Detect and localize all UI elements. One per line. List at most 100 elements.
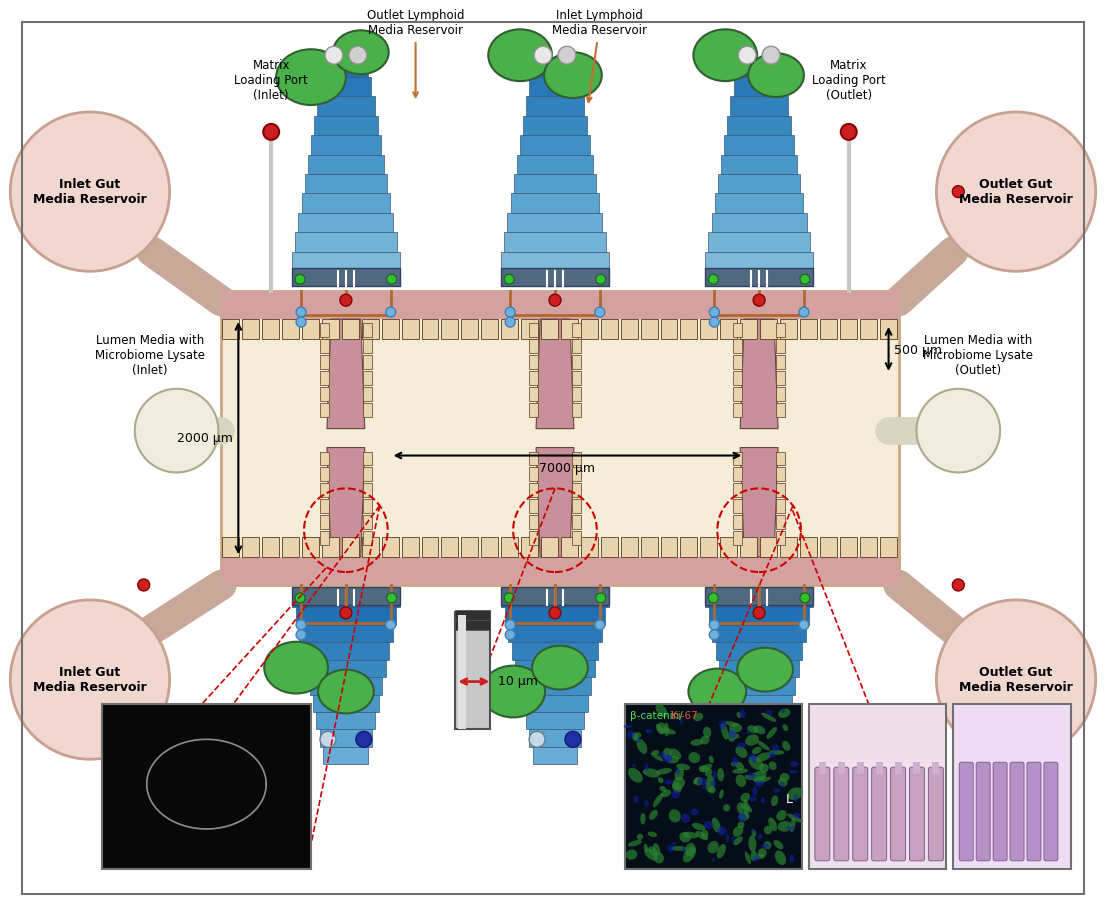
Circle shape [595, 620, 605, 630]
Bar [320, 531, 328, 545]
Ellipse shape [780, 773, 790, 782]
Ellipse shape [776, 810, 786, 821]
Circle shape [340, 607, 352, 619]
Circle shape [800, 274, 810, 284]
Bar [895, 763, 901, 774]
Ellipse shape [699, 765, 709, 773]
Circle shape [952, 579, 964, 591]
Ellipse shape [697, 778, 707, 785]
Bar [292, 587, 399, 605]
Ellipse shape [752, 830, 757, 836]
Ellipse shape [739, 812, 750, 821]
Ellipse shape [544, 52, 602, 98]
Ellipse shape [773, 840, 783, 849]
Text: Matrix
Loading Port
(Outlet): Matrix Loading Port (Outlet) [812, 59, 886, 102]
Ellipse shape [660, 753, 666, 758]
Bar [529, 323, 538, 337]
Circle shape [348, 46, 367, 65]
Ellipse shape [752, 787, 758, 796]
Bar [221, 291, 898, 585]
Polygon shape [740, 319, 778, 429]
Bar [320, 323, 328, 337]
Ellipse shape [711, 781, 717, 786]
Ellipse shape [709, 786, 716, 794]
Bar [776, 500, 785, 513]
Ellipse shape [648, 832, 657, 837]
Ellipse shape [778, 778, 787, 786]
Bar [363, 371, 372, 385]
Ellipse shape [705, 768, 712, 777]
Circle shape [762, 46, 780, 65]
Ellipse shape [656, 768, 672, 774]
Bar [733, 371, 742, 385]
Bar [320, 468, 328, 481]
Ellipse shape [769, 750, 784, 754]
Circle shape [952, 186, 964, 197]
Ellipse shape [769, 752, 775, 758]
Ellipse shape [773, 788, 781, 793]
FancyBboxPatch shape [815, 767, 830, 861]
Bar [320, 387, 328, 400]
Ellipse shape [764, 841, 771, 849]
Bar [719, 660, 799, 677]
Bar [838, 763, 845, 774]
Bar [720, 537, 738, 557]
Bar [640, 319, 658, 339]
Bar [523, 116, 587, 135]
FancyBboxPatch shape [959, 763, 973, 861]
Ellipse shape [748, 53, 804, 97]
Bar [323, 57, 368, 76]
Ellipse shape [659, 786, 667, 792]
Bar [572, 355, 581, 369]
Bar [529, 355, 538, 369]
Bar [733, 339, 742, 353]
Text: β-catenin/: β-catenin/ [629, 712, 682, 722]
Ellipse shape [679, 832, 690, 843]
FancyBboxPatch shape [928, 767, 943, 861]
Ellipse shape [672, 777, 685, 790]
Bar [859, 537, 877, 557]
Bar [876, 763, 883, 774]
Bar [530, 76, 581, 96]
Ellipse shape [752, 746, 762, 754]
Bar [733, 323, 742, 337]
Bar [879, 537, 897, 557]
Circle shape [138, 579, 149, 591]
Bar [808, 704, 947, 869]
Ellipse shape [737, 743, 745, 748]
Text: 7000 μm: 7000 μm [539, 462, 595, 475]
Ellipse shape [651, 750, 659, 755]
Ellipse shape [682, 846, 696, 863]
Ellipse shape [695, 777, 702, 785]
Ellipse shape [794, 794, 797, 803]
Ellipse shape [732, 768, 748, 774]
Bar [776, 468, 785, 481]
Bar [572, 515, 581, 530]
Bar [529, 403, 538, 417]
Circle shape [534, 46, 552, 65]
Ellipse shape [747, 730, 750, 734]
Bar [522, 694, 588, 712]
FancyBboxPatch shape [853, 767, 868, 861]
Bar [718, 174, 801, 194]
Circle shape [708, 274, 718, 284]
Ellipse shape [632, 733, 638, 742]
Bar [521, 537, 538, 557]
Text: Lumen Media with
Microbiome Lysate
(Inlet): Lumen Media with Microbiome Lysate (Inle… [95, 335, 205, 378]
Ellipse shape [667, 756, 679, 763]
Circle shape [296, 317, 306, 327]
Bar [421, 319, 438, 339]
Bar [839, 319, 857, 339]
Bar [342, 319, 358, 339]
Circle shape [733, 732, 749, 747]
Bar [363, 500, 372, 513]
Ellipse shape [693, 713, 703, 721]
Bar [733, 76, 784, 96]
Ellipse shape [730, 733, 740, 739]
Ellipse shape [661, 790, 671, 797]
Ellipse shape [696, 831, 708, 840]
Bar [320, 515, 328, 530]
Bar [526, 96, 584, 116]
Bar [292, 252, 399, 271]
Bar [733, 730, 785, 747]
